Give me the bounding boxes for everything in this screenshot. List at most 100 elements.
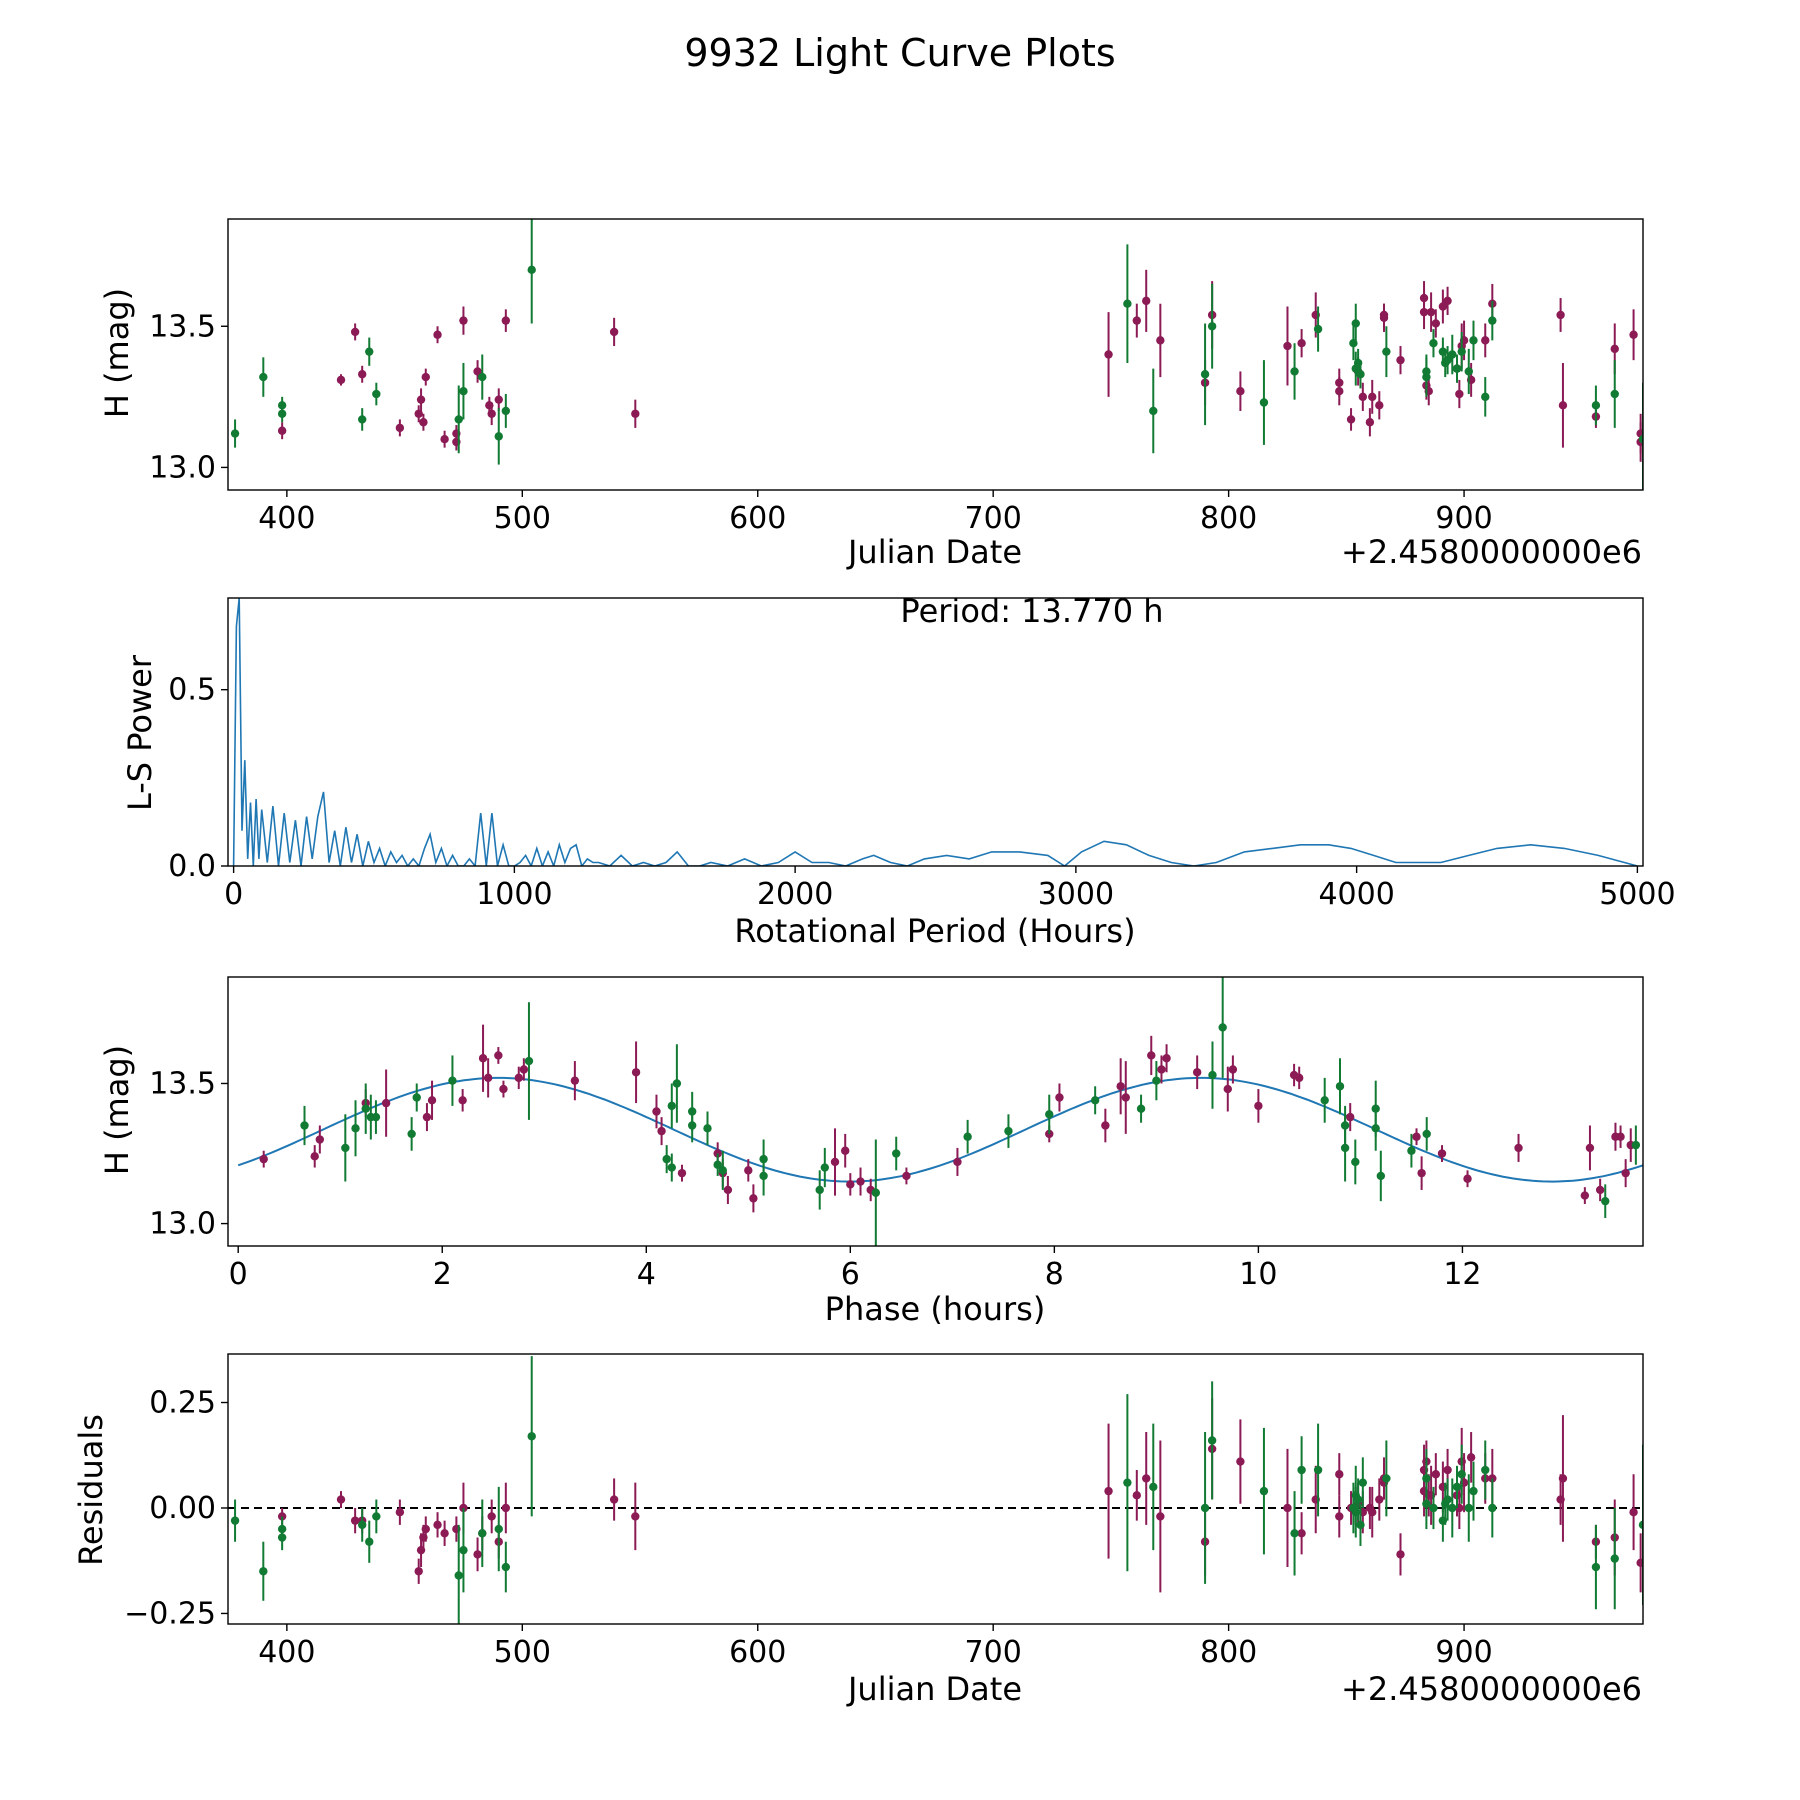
- lightcurve-data-point: [1368, 392, 1377, 402]
- lightcurve-data-point: [421, 372, 430, 382]
- phased-data-point: [1055, 1093, 1064, 1102]
- lightcurve-data-point: [1365, 418, 1375, 427]
- lightcurve-xtick-label: 700: [965, 501, 1022, 536]
- phased-data-point: [478, 1054, 488, 1063]
- phased-data-point: [830, 1157, 840, 1167]
- lightcurve-data-point: [350, 327, 360, 337]
- residuals-data-point: [433, 1520, 442, 1530]
- phased-data-point: [407, 1129, 416, 1139]
- residuals-data-point: [473, 1550, 482, 1559]
- residuals-panel: Julian Date Residuals +2.4580000000e6 40…: [72, 1353, 1644, 1708]
- residuals-data-point: [1443, 1495, 1452, 1504]
- phased-data-point: [1335, 1082, 1345, 1091]
- residuals-data-point: [487, 1512, 496, 1521]
- lightcurve-data-point: [1104, 350, 1113, 359]
- lightcurve-data-point: [1481, 392, 1490, 402]
- lightcurve-data-point: [395, 423, 405, 433]
- periodogram-ylabel: L-S Power: [121, 654, 159, 811]
- residuals-data-point: [527, 1432, 536, 1441]
- lightcurve-data-point: [336, 375, 346, 385]
- residuals-data-point: [454, 1571, 463, 1580]
- phased-data-point: [749, 1194, 758, 1203]
- lightcurve-data-point: [372, 389, 381, 399]
- residuals-frame: [227, 1353, 1644, 1625]
- lightcurve-data-point: [1591, 401, 1601, 410]
- lightcurve-xtick-label: 800: [1200, 501, 1257, 536]
- lightcurve-data-point: [1259, 398, 1269, 407]
- lightcurve-data-point: [1283, 341, 1292, 351]
- residuals-data-point: [1610, 1554, 1619, 1563]
- periodogram-xtick-label: 3000: [1038, 877, 1114, 912]
- phased-data-point: [458, 1096, 467, 1105]
- phased-series-filter-b: [300, 977, 1641, 1246]
- lightcurve-data-point: [1335, 386, 1344, 396]
- phased-data-point: [963, 1132, 972, 1141]
- residuals-data-point: [1443, 1465, 1452, 1475]
- phased-xlabel: Phase (hours): [825, 1290, 1046, 1328]
- lightcurve-data-point: [1556, 310, 1565, 320]
- phased-data-point: [381, 1098, 391, 1108]
- lightcurve-data-point: [1132, 316, 1142, 325]
- residuals-data-point: [1313, 1465, 1323, 1475]
- residuals-data-point: [1200, 1503, 1210, 1513]
- phased-data-point: [1621, 1168, 1630, 1178]
- residuals-data-point: [631, 1512, 640, 1521]
- phased-data-point: [1147, 1051, 1156, 1060]
- residuals-ytick-label: −0.25: [124, 1596, 216, 1631]
- phased-data-point: [713, 1160, 722, 1169]
- phased-data-point: [1223, 1084, 1232, 1094]
- phased-data-point: [1595, 1185, 1605, 1195]
- phased-data-point: [1601, 1196, 1610, 1206]
- phased-data-point: [1631, 1140, 1641, 1150]
- lightcurve-data-point: [1610, 389, 1619, 399]
- residuals-data-point: [501, 1562, 511, 1572]
- phased-data-point: [1121, 1093, 1130, 1102]
- lightcurve-data-point: [433, 330, 442, 339]
- lightcurve-data-point: [1379, 310, 1389, 320]
- residuals-data-point: [1290, 1529, 1299, 1538]
- lightcurve-data-point: [527, 265, 536, 275]
- phased-data-point: [494, 1051, 503, 1060]
- lightcurve-series-filter-b: [230, 219, 1643, 490]
- phased-data-point: [1228, 1065, 1238, 1074]
- phased-data-point: [519, 1065, 529, 1074]
- lightcurve-data-point: [478, 372, 487, 382]
- residuals-data-point: [1448, 1503, 1457, 1513]
- phased-data-point: [953, 1157, 962, 1167]
- phased-data-point: [744, 1166, 753, 1175]
- lightcurve-data-point: [1629, 330, 1638, 339]
- lightcurve-data-point: [1290, 367, 1299, 376]
- phased-data-point: [1463, 1174, 1472, 1183]
- residuals-data-point: [414, 1567, 423, 1576]
- residuals-data-point: [277, 1533, 287, 1542]
- residuals-xtick-label: 800: [1200, 1635, 1257, 1670]
- residuals-data-point: [1358, 1478, 1368, 1487]
- residuals-ylabel: Residuals: [72, 1414, 110, 1566]
- phased-ytick-label: 13.0: [149, 1207, 216, 1242]
- phased-data-point: [1340, 1121, 1350, 1130]
- residuals-data-point: [1104, 1486, 1113, 1496]
- residuals-data-point: [259, 1567, 268, 1576]
- periodogram-xtick-label: 2000: [757, 877, 833, 912]
- residuals-data-point: [1149, 1482, 1158, 1492]
- lightcurve-data-point: [1207, 322, 1217, 331]
- phased-data-point: [1616, 1132, 1625, 1141]
- phased-data-point: [341, 1143, 350, 1153]
- lightcurve-data-point: [1448, 350, 1457, 359]
- periodogram-xtick-label: 5000: [1599, 877, 1675, 912]
- residuals-data-point: [494, 1524, 503, 1534]
- lightcurve-data-point: [440, 434, 449, 444]
- lightcurve-data-point: [259, 372, 268, 382]
- phased-data-point: [902, 1171, 911, 1181]
- residuals-data-point: [1396, 1550, 1405, 1559]
- lightcurve-offset-text: +2.4580000000e6: [1341, 533, 1642, 571]
- phased-data-point: [1045, 1129, 1054, 1139]
- residuals-xtick-label: 700: [965, 1635, 1022, 1670]
- phased-data-point: [499, 1084, 508, 1094]
- residuals-data-point: [1335, 1512, 1344, 1521]
- residuals-data-point: [1132, 1491, 1142, 1500]
- phased-data-point: [723, 1185, 733, 1195]
- lightcurve-data-point: [1455, 389, 1464, 399]
- residuals-data-point: [1353, 1495, 1363, 1504]
- periodogram-panel: Rotational Period (Hours) L-S Power Peri…: [121, 592, 1676, 950]
